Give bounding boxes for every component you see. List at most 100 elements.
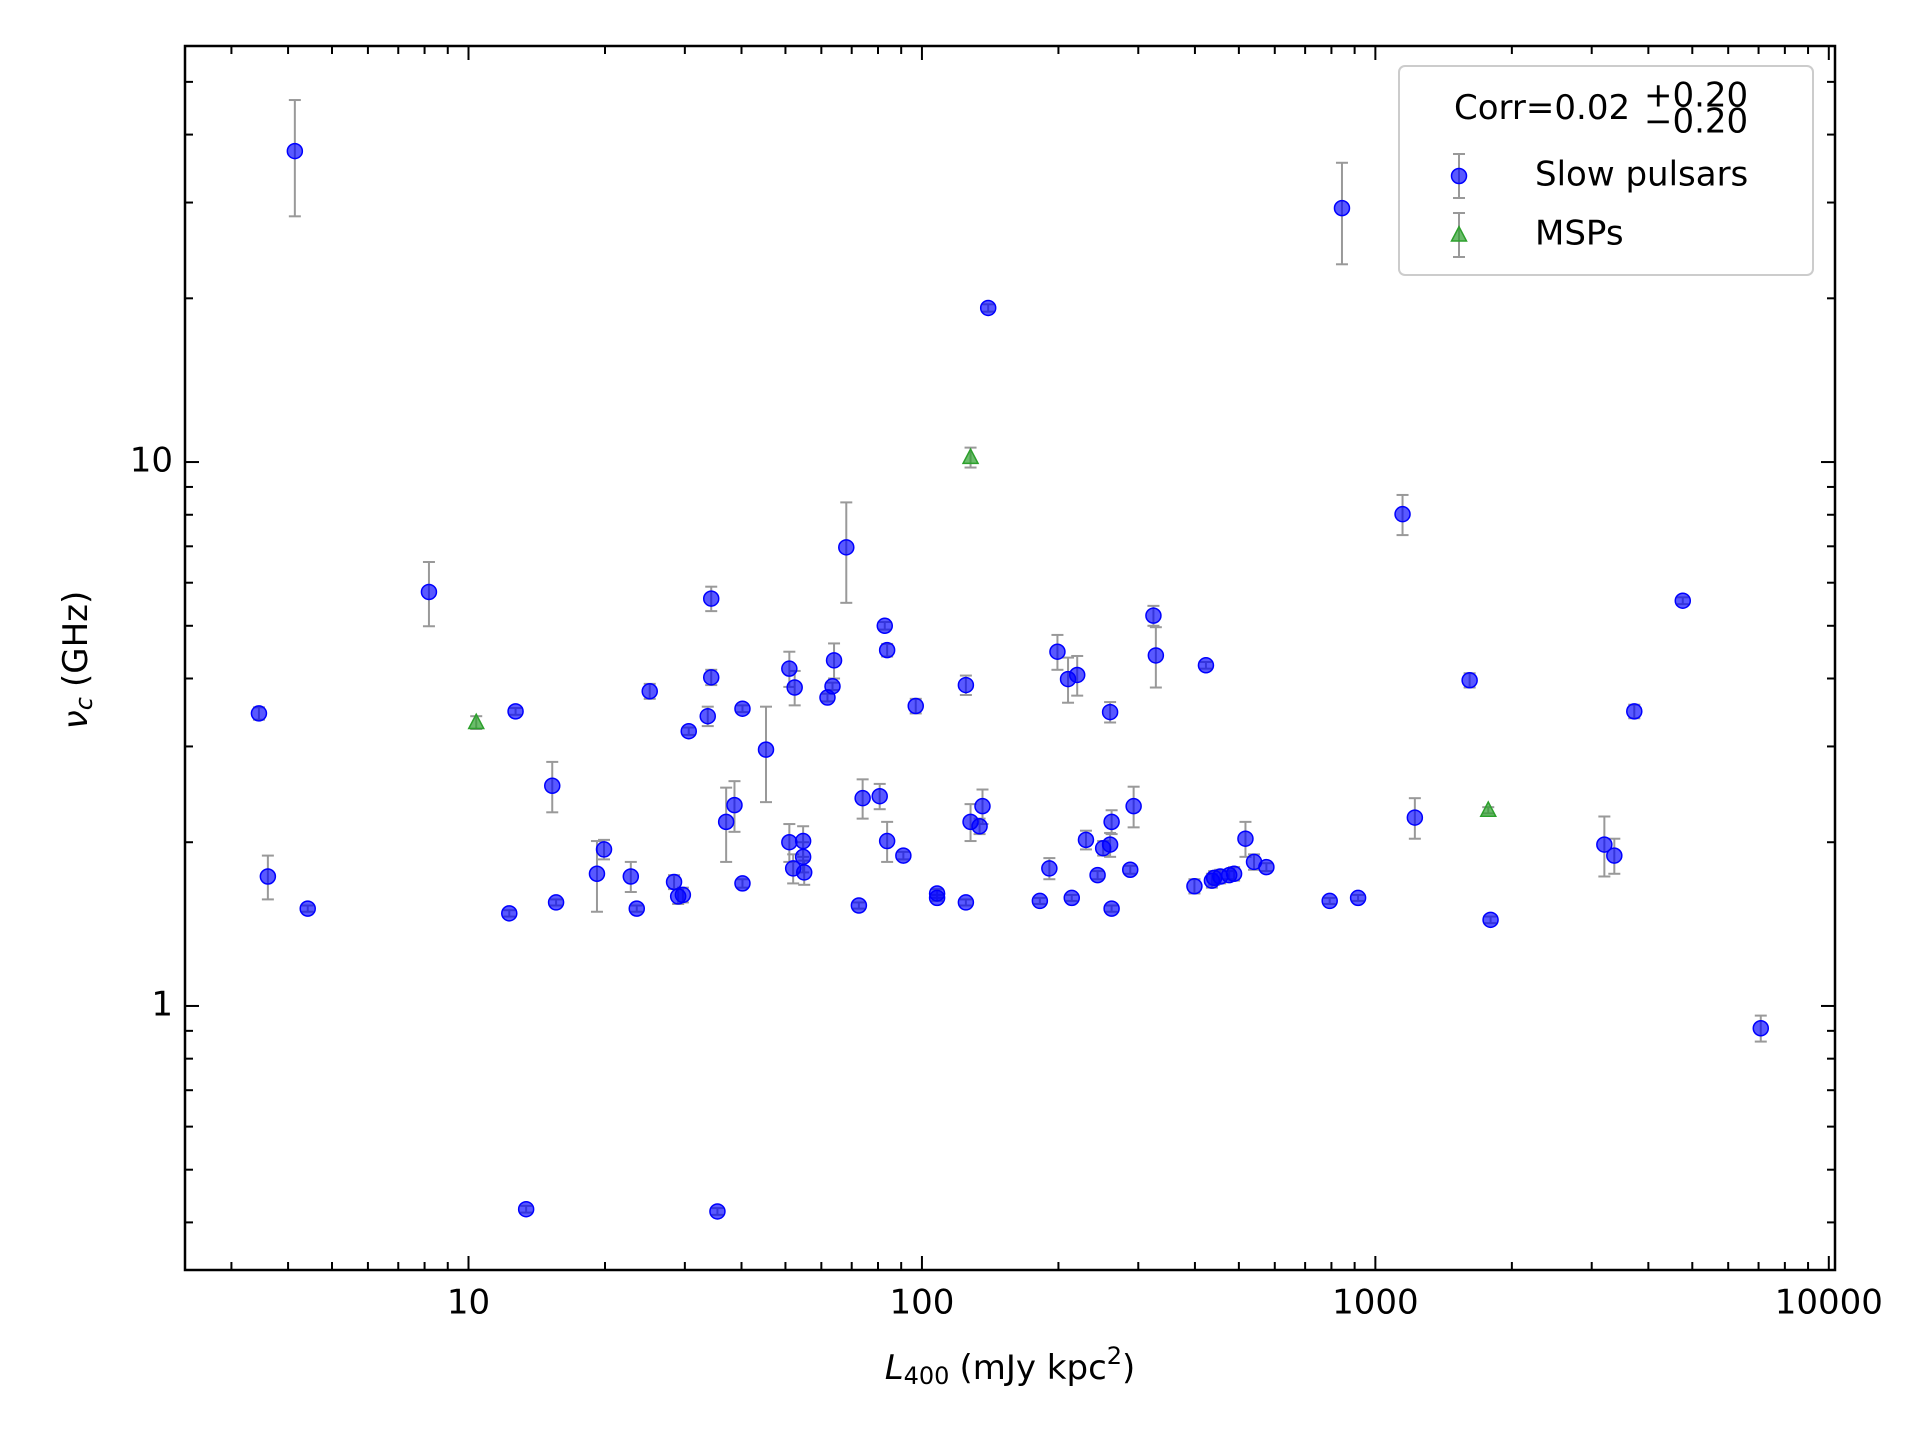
x-label-close: ) [1122,1348,1135,1388]
x-tick-label: 1000 [1332,1283,1419,1323]
point [1041,860,1058,877]
point [628,900,646,917]
point [1479,800,1497,817]
point [1089,866,1106,884]
x-label-sub: 400 [904,1362,950,1390]
point [622,868,640,885]
legend-title: Corr=0.02 [1454,88,1630,128]
point [286,142,304,160]
point [979,299,997,317]
point [838,539,855,556]
point [907,697,924,715]
point [1147,647,1165,664]
point [1031,892,1049,910]
legend-title-sub: −0.20 [1644,102,1748,142]
plot-frame [183,44,1837,1272]
point [1145,607,1162,624]
x-tick-label: 10000 [1775,1283,1883,1323]
point [665,873,683,891]
point [824,678,841,695]
point [1461,672,1478,689]
point [734,700,751,717]
x-axis-label: L400 (mJy kpc2) [885,1342,1136,1390]
point [544,777,561,795]
point [1197,657,1215,674]
y-tick-label: 10 [130,441,173,481]
point [299,900,316,917]
point [794,848,812,866]
legend-marker [1450,225,1468,242]
y-axis-label: νc (GHz) [56,591,99,730]
point [1482,911,1499,929]
point [781,660,798,677]
point [1101,836,1119,853]
point [1626,703,1643,720]
point [876,617,894,635]
point [1103,813,1120,831]
point [795,864,813,881]
point [961,447,980,465]
point [717,813,735,831]
point [250,705,268,722]
point [1186,877,1203,895]
point [699,707,717,725]
point [1225,865,1243,883]
legend-box [1398,65,1814,276]
point [709,1203,726,1220]
point [467,712,485,730]
point [1077,831,1095,849]
point [794,832,812,850]
point [1349,889,1367,907]
point [1049,643,1066,660]
point [757,741,775,758]
point [1125,797,1142,815]
point [1606,847,1623,864]
point [702,590,720,607]
x-tick-label: 100 [889,1283,954,1323]
point [1674,592,1692,609]
point [878,641,896,659]
x-label-sup: 2 [1107,1342,1122,1370]
point [702,669,720,686]
point [871,787,888,805]
legend-marker [1450,167,1468,185]
point [781,833,798,851]
point [957,894,975,911]
point [1068,666,1086,684]
point [517,1200,535,1218]
point [928,889,946,907]
point [1237,830,1254,847]
point [1063,889,1081,907]
point [1394,505,1411,523]
legend-title-text: Corr=0.02 [1454,88,1630,128]
y-tick-label: 1 [151,984,173,1024]
point [1752,1019,1770,1037]
point [420,583,438,601]
point [595,841,613,858]
point [726,796,743,814]
point [971,817,988,835]
point [957,676,975,694]
point [674,886,692,904]
legend-title-sup: +0.20 [1644,76,1748,116]
point [974,797,991,815]
point [641,682,658,700]
x-label-symbol: L [885,1348,904,1388]
point [680,722,697,740]
point [734,875,751,892]
point [259,868,277,885]
point [850,897,868,914]
point [501,905,518,922]
point [895,847,912,864]
y-label-unit: (GHz) [56,591,96,687]
point [1321,892,1338,910]
point [1406,809,1424,826]
point [854,789,871,807]
x-label-unit: (mJy kpc [959,1348,1106,1388]
point [588,865,606,883]
point [1101,703,1119,721]
legend-label: Slow pulsars [1535,155,1748,195]
point [825,652,843,669]
